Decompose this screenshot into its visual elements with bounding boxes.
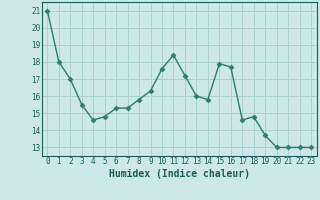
X-axis label: Humidex (Indice chaleur): Humidex (Indice chaleur) <box>109 169 250 179</box>
